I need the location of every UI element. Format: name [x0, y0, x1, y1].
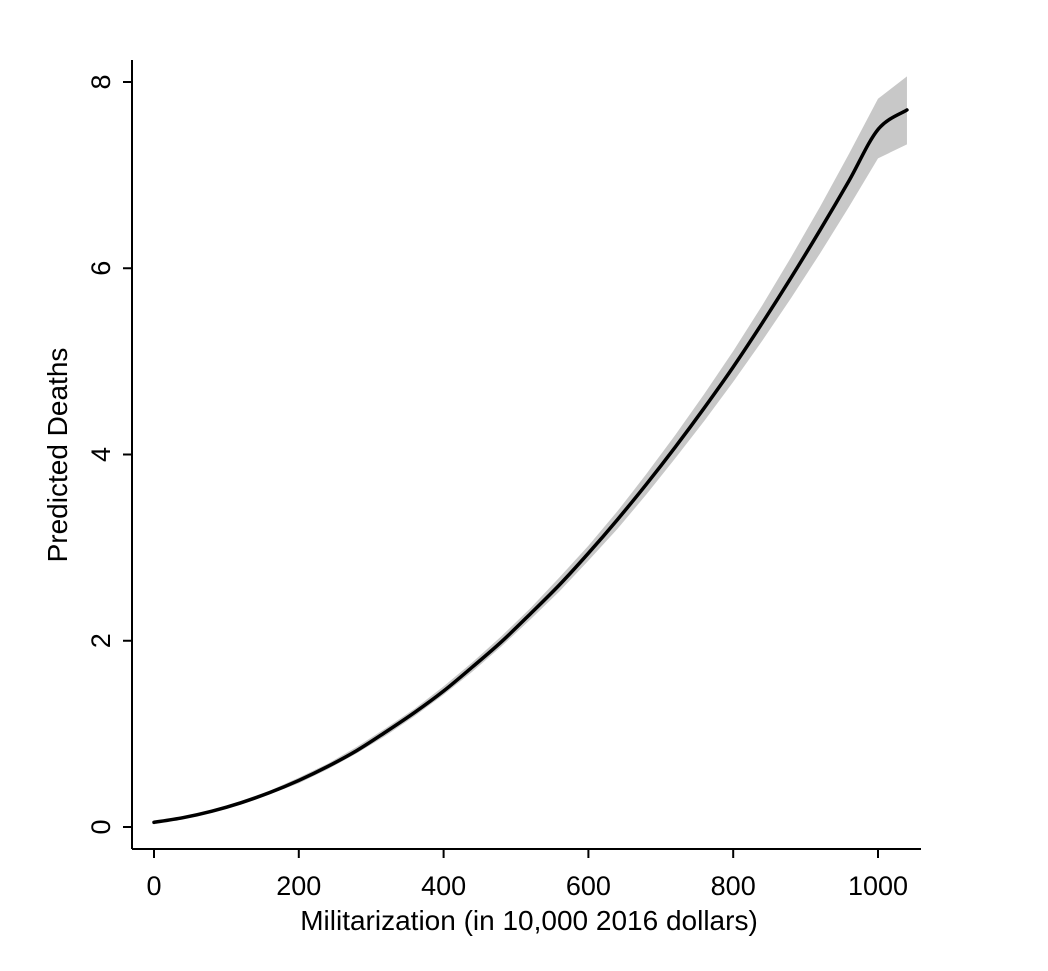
x-axis-title: Militarization (in 10,000 2016 dollars): [300, 905, 758, 936]
prediction-line: [152, 108, 909, 825]
axes: 0 2 4 6 8 0 200 400 600 800 1000: [86, 60, 921, 901]
y-tick-label: 0: [86, 819, 116, 834]
x-tick-label: 600: [566, 871, 611, 901]
plot-area: [152, 76, 909, 825]
y-tick-label: 6: [86, 261, 116, 276]
x-tick-label: 400: [421, 871, 466, 901]
y-tick-label: 4: [86, 447, 116, 462]
x-tick-label: 200: [276, 871, 321, 901]
x-tick-label: 800: [711, 871, 756, 901]
y-tick-label: 2: [86, 633, 116, 648]
x-tick-label: 0: [146, 871, 161, 901]
x-tick-label: 1000: [848, 871, 908, 901]
y-axis-title: Predicted Deaths: [42, 348, 73, 563]
confidence-band: [154, 76, 907, 824]
y-tick-label: 8: [86, 74, 116, 89]
